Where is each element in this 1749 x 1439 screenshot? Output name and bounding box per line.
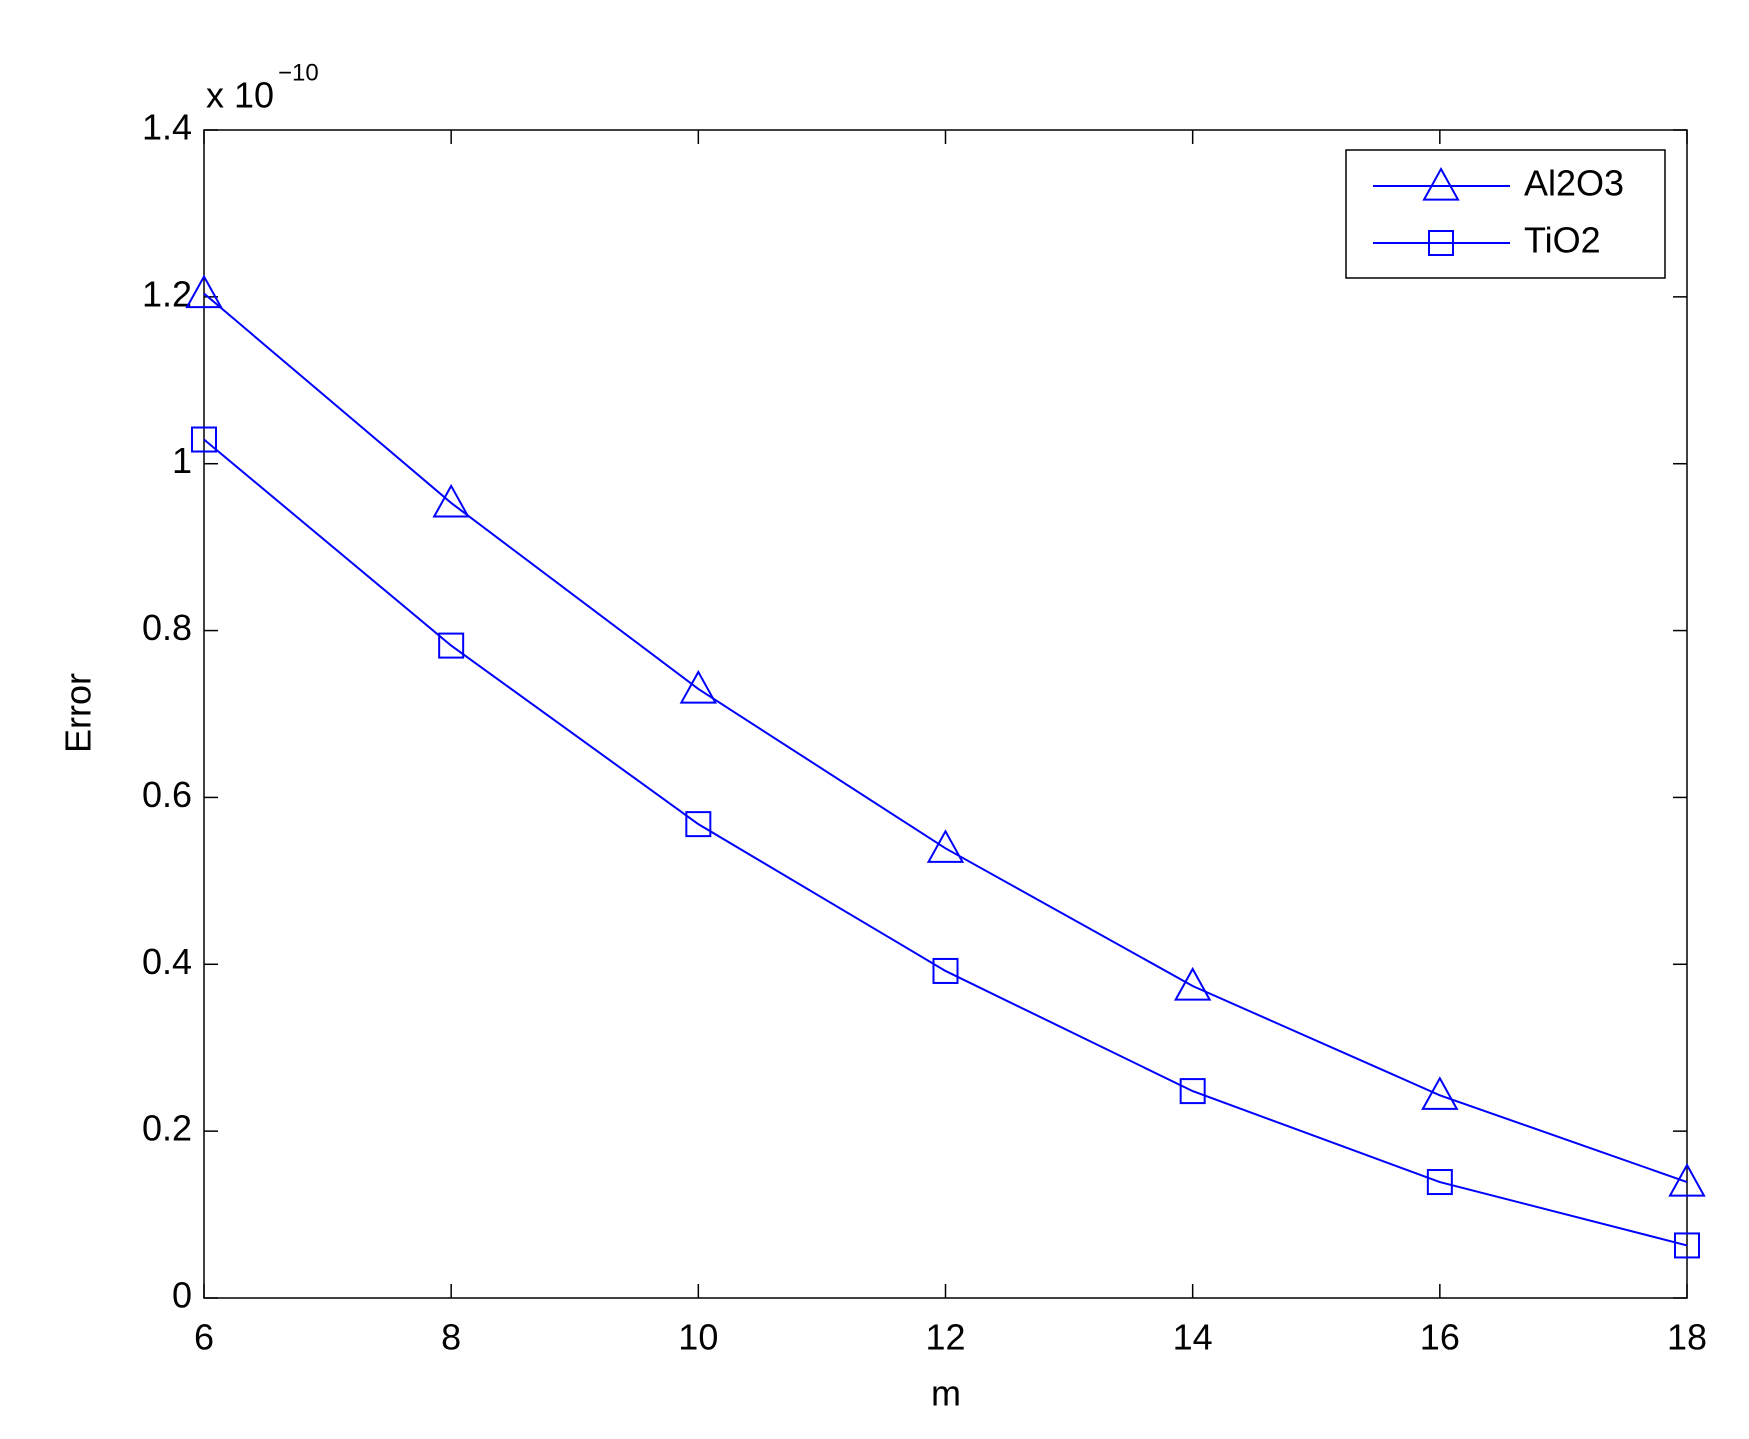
marker (185, 274, 223, 309)
series-line (203, 438, 1688, 1247)
legend-marker (1428, 230, 1454, 256)
x-tick-label: 10 (678, 1317, 718, 1358)
legend-label: TiO2 (1524, 220, 1601, 261)
series-line (203, 292, 1688, 1183)
y-tick-label: 1.4 (142, 107, 192, 148)
marker (932, 957, 959, 984)
x-tick-label: 16 (1420, 1317, 1460, 1358)
marker (926, 829, 965, 863)
legend-box (1345, 149, 1666, 279)
x-tick-label: 18 (1667, 1317, 1707, 1358)
y-tick-label: 0.2 (142, 1108, 192, 1149)
marker (1421, 1076, 1459, 1110)
marker (1173, 966, 1212, 1001)
y-axis-label: Error (58, 673, 99, 753)
y-scale-exponent: −10 (278, 59, 319, 86)
marker (1668, 1162, 1706, 1197)
x-tick-label: 14 (1173, 1317, 1213, 1358)
marker (438, 632, 465, 659)
y-tick-label: 0 (172, 1275, 192, 1316)
marker (1179, 1078, 1206, 1105)
y-tick-label: 0.4 (142, 941, 192, 982)
x-axis-label: m (931, 1373, 961, 1414)
y-tick-label: 0.6 (142, 774, 192, 815)
legend-marker (1422, 166, 1460, 201)
marker (679, 669, 718, 704)
marker (1674, 1232, 1700, 1259)
marker (685, 811, 712, 838)
x-tick-label: 12 (925, 1317, 965, 1358)
y-tick-label: 1 (172, 440, 192, 481)
y-tick-label: 0.8 (142, 607, 192, 648)
marker (191, 426, 217, 453)
marker (432, 483, 470, 518)
y-scale-base: x 10 (206, 75, 274, 116)
x-tick-label: 8 (441, 1317, 461, 1358)
x-tick-label: 6 (194, 1317, 214, 1358)
marker (1426, 1169, 1453, 1196)
legend-label: Al2O3 (1524, 163, 1624, 204)
y-tick-label: 1.2 (142, 273, 192, 314)
plot-frame (203, 129, 1688, 1299)
